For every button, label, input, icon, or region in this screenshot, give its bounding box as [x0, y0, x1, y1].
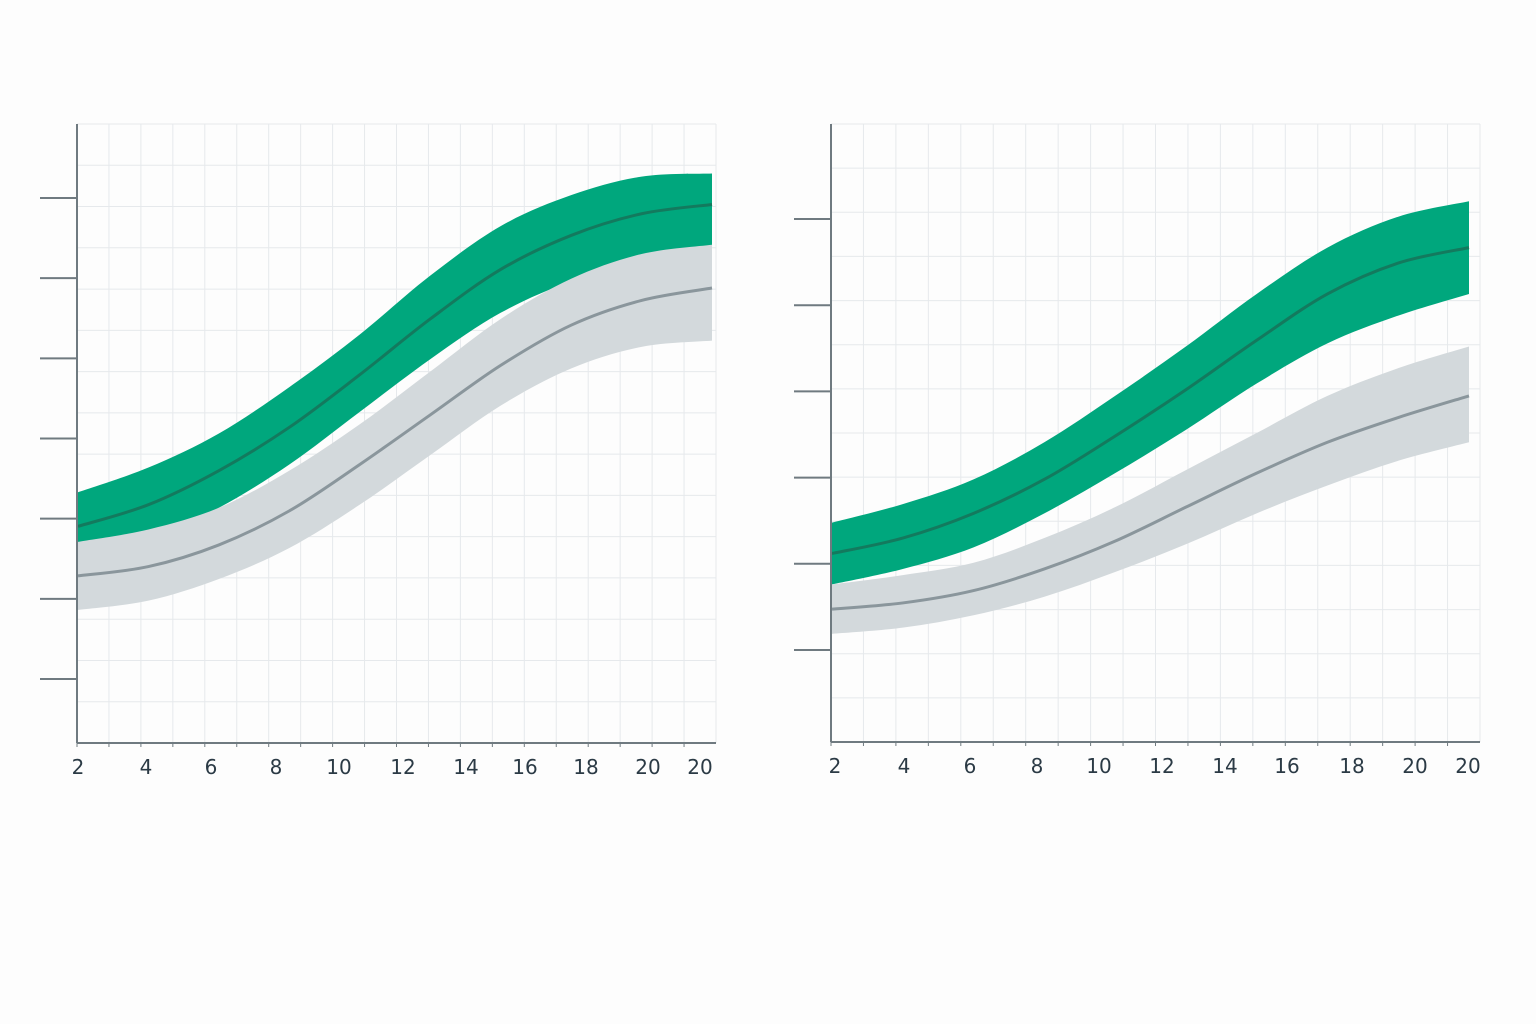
x-tick-label: 4	[898, 754, 911, 778]
chart-right: 2 4 6 8 10 12 14 16 18 20 20	[794, 123, 1481, 778]
x-tick-label: 14	[1212, 754, 1237, 778]
x-tick-label: 20	[687, 755, 712, 779]
x-tick-label: 8	[1031, 754, 1044, 778]
green-center-line	[831, 246, 1470, 555]
green-band	[832, 201, 1469, 585]
x-tick-label: 12	[390, 755, 415, 779]
x-tick-label: 12	[1149, 754, 1174, 778]
gray-center-line	[831, 394, 1470, 611]
x-tick-label: 2	[72, 755, 85, 779]
x-tick-label: 10	[1086, 754, 1111, 778]
gray-center-line	[77, 286, 713, 578]
x-tick-label: 18	[1339, 754, 1364, 778]
x-tick-label: 20	[1402, 754, 1427, 778]
chart-left: 2 4 6 8 10 12 14 16 18 20 20	[40, 123, 717, 779]
x-tick-label: 2	[829, 754, 842, 778]
x-tick-label: 4	[140, 755, 153, 779]
x-tick-label: 16	[1274, 754, 1299, 778]
x-tick-label: 16	[512, 755, 537, 779]
green-band	[78, 173, 712, 561]
gray-band	[78, 244, 712, 610]
green-center-line	[77, 202, 713, 528]
x-tick-label: 10	[326, 755, 351, 779]
x-tick-label: 6	[964, 754, 977, 778]
x-tick-label: 6	[205, 755, 218, 779]
x-tick-label: 20	[1455, 754, 1480, 778]
x-tick-label: 20	[635, 755, 660, 779]
x-tick-label: 18	[573, 755, 598, 779]
gray-band	[832, 346, 1469, 634]
x-tick-label: 14	[453, 755, 478, 779]
x-tick-label: 8	[270, 755, 283, 779]
